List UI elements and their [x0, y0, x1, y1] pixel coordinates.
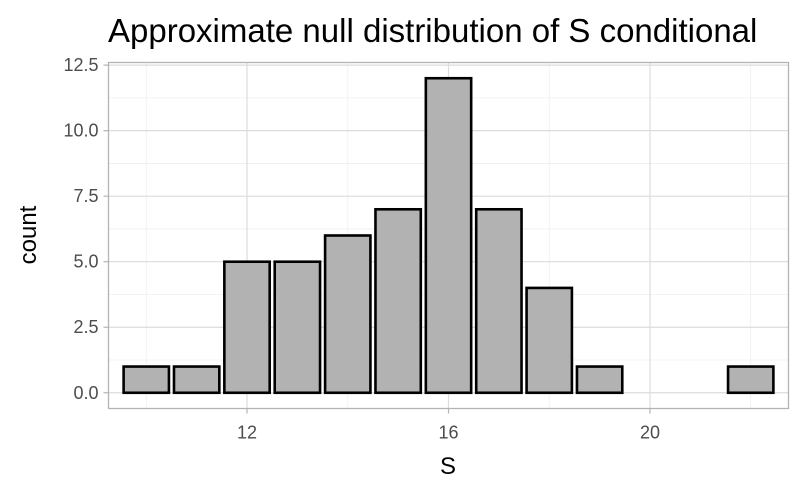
histogram-bar: [726, 365, 775, 395]
histogram-bar: [323, 234, 372, 395]
x-tick-label: 16: [438, 423, 458, 443]
axis-ticks: 0.0 2.5 5.0 7.5 10.0 12.5 12 16 20: [63, 55, 660, 442]
histogram-bar: [172, 365, 221, 395]
histogram-bar: [223, 260, 271, 395]
histogram-bar: [374, 207, 423, 395]
y-axis-title: count: [15, 205, 42, 264]
bars: [122, 76, 775, 395]
histogram-bar: [525, 286, 574, 395]
y-tick-label: 12.5: [63, 55, 98, 75]
y-tick-label: 7.5: [73, 186, 98, 206]
histogram-bar: [575, 365, 624, 395]
x-tick-label: 20: [640, 423, 660, 443]
y-tick-label: 10.0: [63, 121, 98, 141]
y-tick-label: 2.5: [73, 317, 98, 337]
histogram-bar: [474, 207, 523, 395]
y-tick-label: 5.0: [73, 252, 98, 272]
y-tick-label: 0.0: [73, 383, 98, 403]
histogram-bar: [273, 260, 322, 395]
histogram-bar: [122, 365, 171, 395]
histogram-bar: [424, 76, 473, 395]
x-axis-title: S: [440, 453, 456, 480]
x-tick-label: 12: [237, 423, 257, 443]
chart-title: Approximate null distribution of S condi…: [108, 12, 757, 49]
